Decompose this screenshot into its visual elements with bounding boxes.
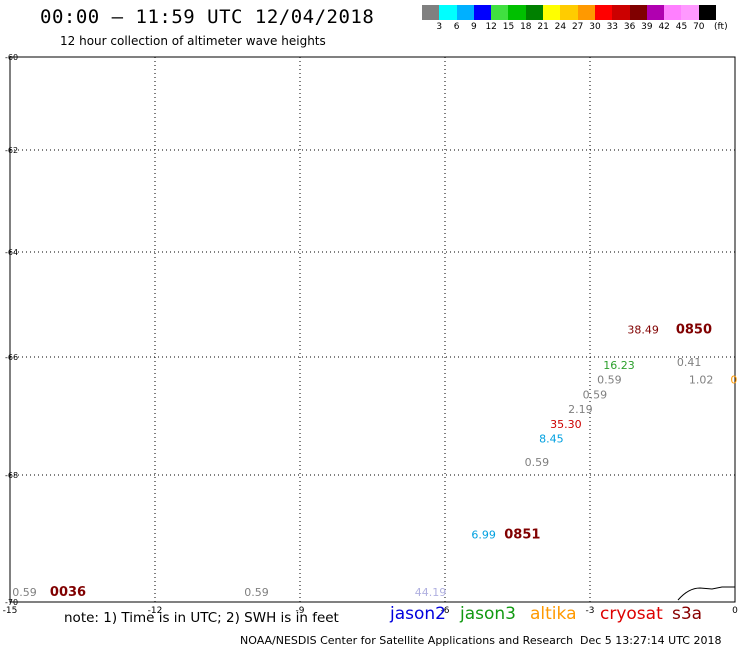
observations: 38.49 0850 16.23 0.41 0.59 1.02 0 0.59 2.19 35.30… <box>12 322 737 600</box>
wave-height-label: 0 <box>730 374 737 387</box>
scale-label: 24 <box>554 22 567 32</box>
satellite-cryosat: cryosat <box>600 604 663 624</box>
scale-swatch <box>664 5 682 20</box>
lon-tick-label: -6 <box>441 606 450 616</box>
lon-tick-label: -12 <box>148 606 163 616</box>
satellite-jason3: jason3 <box>460 604 516 624</box>
scale-label: 3 <box>436 22 443 32</box>
scale-swatch <box>508 5 526 20</box>
scale-swatch <box>439 5 457 20</box>
time-label: 0036 <box>50 585 86 600</box>
axis-labels: -15 -12 -9 -6 -3 0 -60 -62 -64 -66 -68 -70 <box>3 53 738 616</box>
satellite-altika: altika <box>530 604 577 624</box>
scale-label: 12 <box>485 22 497 32</box>
lat-tick-label: -62 <box>5 146 18 155</box>
lat-tick-label: -66 <box>5 353 18 362</box>
scale-swatch <box>577 5 595 20</box>
time-label: 0850 <box>676 322 712 337</box>
wave-height-label: 0.59 <box>244 586 269 599</box>
scale-swatch <box>698 5 717 20</box>
generated-timestamp: Dec 5 13:27:14 UTC 2018 <box>580 634 722 647</box>
scale-label: 21 <box>537 22 549 32</box>
map-title: 00:00 — 11:59 UTC 12/04/2018 <box>40 6 375 28</box>
scale-label: 9 <box>471 22 477 32</box>
lat-tick-label: -70 <box>5 598 18 607</box>
time-label: 0851 <box>504 528 540 543</box>
scale-label: 42 <box>658 22 670 32</box>
scale-label: 70 <box>693 22 705 32</box>
scale-swatch <box>594 5 613 20</box>
lat-tick-label: -68 <box>5 471 18 480</box>
lon-tick-label: -9 <box>296 606 305 616</box>
wave-height-label: 0.59 <box>597 374 622 387</box>
map-subtitle: 12 hour collection of altimeter wave hei… <box>60 34 326 48</box>
scale-swatch <box>473 5 492 20</box>
wave-height-label: 38.49 <box>627 323 659 336</box>
scale-swatch <box>646 5 665 20</box>
wave-height-label: 35.30 <box>550 418 582 431</box>
map-frame <box>9 56 736 603</box>
scale-swatch <box>629 5 647 20</box>
scale-unit: (ft) <box>714 22 728 32</box>
scale-label: 27 <box>571 22 584 32</box>
scale-label: 39 <box>641 22 653 32</box>
wave-height-label: 0.59 <box>525 456 550 469</box>
scale-swatch <box>681 5 699 20</box>
wave-height-label: 0.59 <box>12 586 37 599</box>
scale-label: 36 <box>623 22 636 32</box>
scale-swatch <box>491 5 509 20</box>
graticule <box>10 57 735 602</box>
wave-height-label: 44.19 <box>415 586 447 599</box>
lat-tick-label: -64 <box>5 248 18 257</box>
wave-height-label: 0.59 <box>583 388 608 401</box>
lon-tick-label: 0 <box>732 606 738 616</box>
coastline <box>677 586 735 601</box>
wave-height-label: 1.02 <box>689 374 714 387</box>
wave-height-label: 6.99 <box>471 529 496 542</box>
lat-tick-label: -60 <box>5 53 18 62</box>
wave-height-label: 0.41 <box>677 356 702 369</box>
scale-label: 30 <box>589 22 601 32</box>
credit-text: NOAA/NESDIS Center for Satellite Applica… <box>240 634 574 647</box>
scale-label: 33 <box>606 22 619 32</box>
satellite-s3a: s3a <box>672 604 703 624</box>
lon-tick-label: -3 <box>586 606 595 616</box>
lon-tick-label: -15 <box>3 606 18 616</box>
scale-label: 45 <box>675 22 688 32</box>
scale-swatch <box>422 5 440 20</box>
scale-swatch <box>560 5 578 20</box>
scale-swatch <box>525 5 544 20</box>
wave-height-label: 8.45 <box>539 433 564 446</box>
footer-note: note: 1) Time is in UTC; 2) SWH is in fe… <box>64 610 339 626</box>
color-scale <box>422 5 717 20</box>
scale-swatch <box>456 5 474 20</box>
satellite-jason2: jason2 <box>390 604 446 624</box>
scale-label: 6 <box>453 22 460 32</box>
scale-label: 18 <box>520 22 532 32</box>
wave-height-label: 16.23 <box>603 359 635 372</box>
scale-swatch <box>612 5 630 20</box>
scale-swatch <box>543 5 561 20</box>
wave-height-label: 2.19 <box>568 403 593 416</box>
scale-label: 15 <box>502 22 515 32</box>
